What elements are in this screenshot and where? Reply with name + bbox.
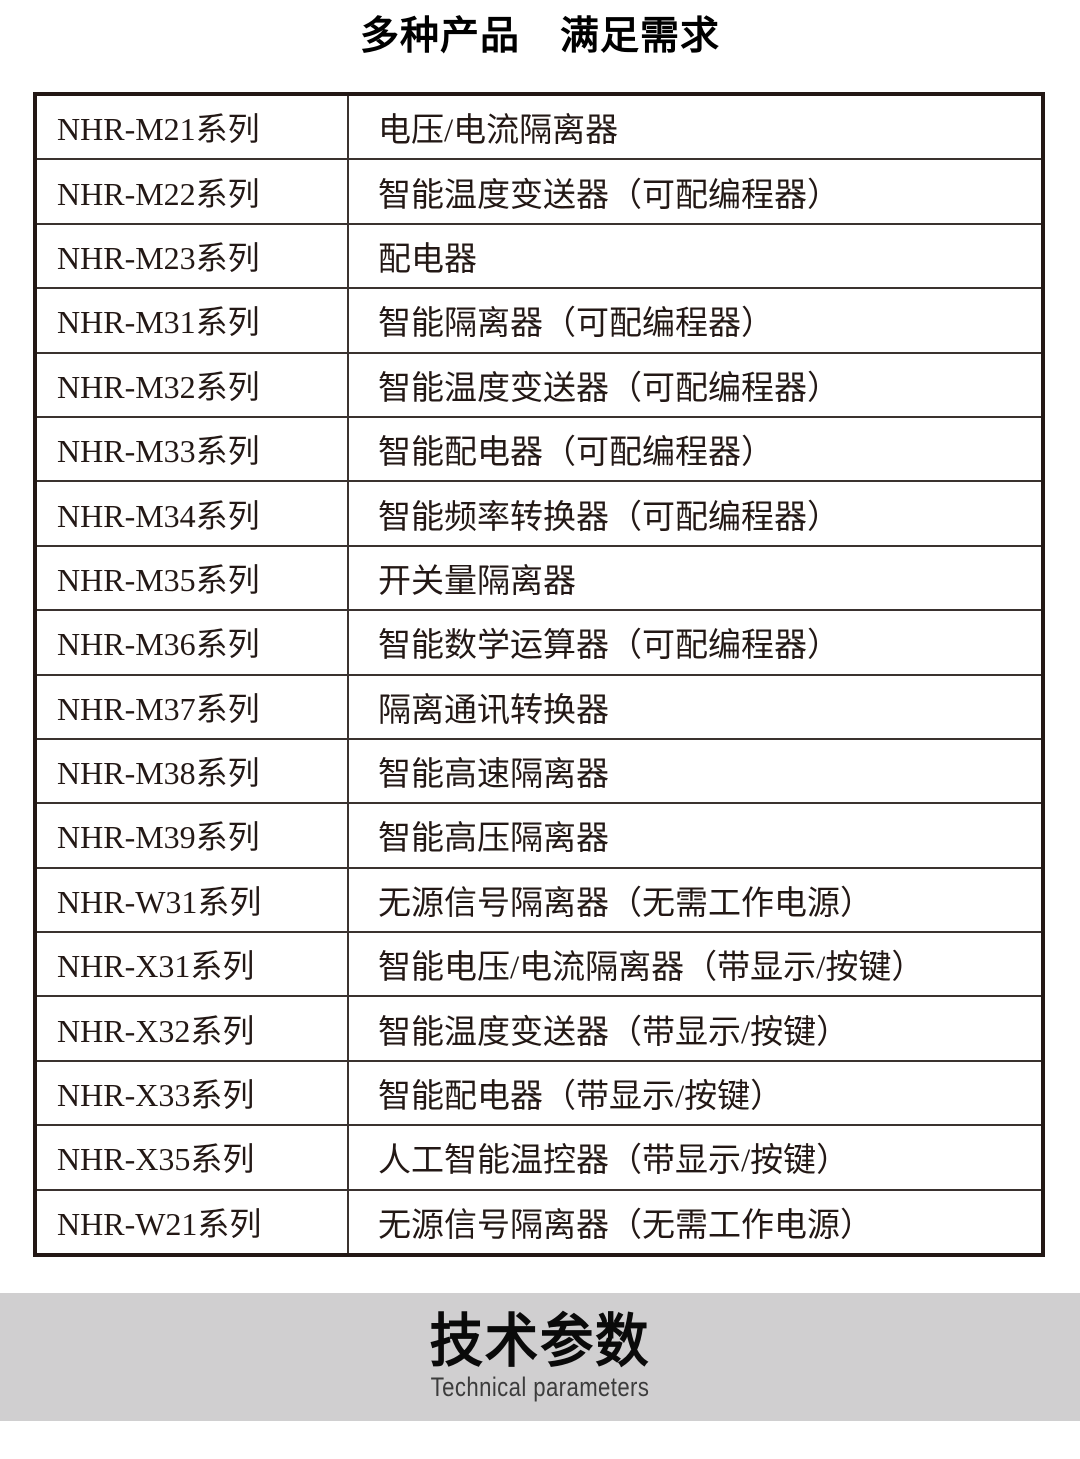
cell-model: NHR-M38系列 (37, 739, 349, 803)
cell-description: 智能配电器（带显示/按键） (378, 1079, 784, 1116)
section-banner-subheading: Technical parameters (430, 1372, 650, 1402)
page-title: 多种产品 满足需求 (359, 15, 720, 58)
table-row: NHR-M37系列 隔离通讯转换器 (37, 675, 1041, 740)
table-row: NHR-M38系列 智能高速隔离器 (37, 739, 1041, 805)
cell-description: 智能高速隔离器 (378, 757, 609, 794)
cell-model: NHR-M23系列 (37, 224, 349, 288)
cell-description: 智能频率转换器（可配编程器） (378, 499, 840, 536)
table-row: NHR-X32系列 智能温度变送器（带显示/按键） (37, 997, 1041, 1062)
cell-description: 电压/电流隔离器 (378, 113, 619, 150)
cell-description: 智能温度变送器（带显示/按键） (378, 1014, 850, 1051)
table-row: NHR-M31系列 智能隔离器（可配编程器） (37, 289, 1041, 354)
cell-model: NHR-M39系列 (37, 804, 349, 867)
cell-description: 智能电压/电流隔离器（带显示/按键） (378, 950, 925, 987)
cell-model: NHR-M35系列 (37, 546, 349, 610)
section-banner-content: 技术参数 Technical parameters (0, 1293, 1080, 1403)
table-row: NHR-M23系列 配电器 (37, 224, 1041, 290)
cell-description: 开关量隔离器 (378, 563, 576, 600)
cell-model: NHR-M32系列 (37, 353, 349, 416)
cell-description: 无源信号隔离器（无需工作电源） (378, 885, 873, 922)
table-row: NHR-W31系列 无源信号隔离器（无需工作电源） (37, 868, 1041, 934)
table-row: NHR-M22系列 智能温度变送器（可配编程器） (37, 160, 1041, 225)
table-row: NHR-M36系列 智能数学运算器（可配编程器） (37, 611, 1041, 676)
section-banner: 技术参数 Technical parameters (0, 1293, 1080, 1421)
cell-description: 人工智能温控器（带显示/按键） (378, 1143, 850, 1180)
cell-description: 隔离通讯转换器 (378, 692, 609, 729)
cell-description: 智能隔离器（可配编程器） (378, 306, 774, 343)
cell-model: NHR-W31系列 (37, 868, 349, 932)
cell-description: 智能配电器（可配编程器） (378, 435, 774, 472)
product-table: NHR-M21系列 电压/电流隔离器 NHR-M22系列 智能温度变送器（可配编程器）… (33, 92, 1045, 1257)
table-row: NHR-M33系列 智能配电器（可配编程器） (37, 417, 1041, 483)
table-row: NHR-W21系列 无源信号隔离器（无需工作电源） (37, 1190, 1041, 1254)
cell-description: 智能数学运算器（可配编程器） (378, 628, 840, 665)
cell-model: NHR-X35系列 (37, 1126, 349, 1189)
cell-model: NHR-X32系列 (37, 997, 349, 1060)
cell-model: NHR-M33系列 (37, 417, 349, 481)
cell-model: NHR-X33系列 (37, 1061, 349, 1125)
cell-model: NHR-W21系列 (37, 1190, 349, 1254)
cell-model: NHR-M21系列 (37, 96, 349, 159)
table-row: NHR-M21系列 电压/电流隔离器 (37, 96, 1041, 161)
table-row: NHR-M34系列 智能频率转换器（可配编程器） (37, 482, 1041, 547)
table-row: NHR-M39系列 智能高压隔离器 (37, 804, 1041, 869)
cell-description: 无源信号隔离器（无需工作电源） (378, 1207, 873, 1244)
cell-description: 配电器 (378, 241, 477, 278)
cell-model: NHR-M37系列 (37, 675, 349, 738)
cell-model: NHR-M31系列 (37, 289, 349, 352)
cell-model: NHR-M34系列 (37, 482, 349, 545)
cell-model: NHR-M36系列 (37, 611, 349, 674)
table-row: NHR-X31系列 智能电压/电流隔离器（带显示/按键） (37, 933, 1041, 998)
cell-description: 智能高压隔离器 (378, 821, 609, 858)
section-banner-heading: 技术参数 (429, 1309, 651, 1374)
cell-description: 智能温度变送器（可配编程器） (378, 177, 840, 214)
cell-model: NHR-X31系列 (37, 933, 349, 996)
table-row: NHR-M35系列 开关量隔离器 (37, 546, 1041, 612)
table-row: NHR-M32系列 智能温度变送器（可配编程器） (37, 353, 1041, 418)
cell-model: NHR-M22系列 (37, 160, 349, 223)
table-row: NHR-X33系列 智能配电器（带显示/按键） (37, 1061, 1041, 1127)
table-row: NHR-X35系列 人工智能温控器（带显示/按键） (37, 1126, 1041, 1191)
product-table-body: NHR-M21系列 电压/电流隔离器 NHR-M22系列 智能温度变送器（可配编程器）… (37, 96, 1041, 1254)
cell-description: 智能温度变送器（可配编程器） (378, 370, 840, 407)
